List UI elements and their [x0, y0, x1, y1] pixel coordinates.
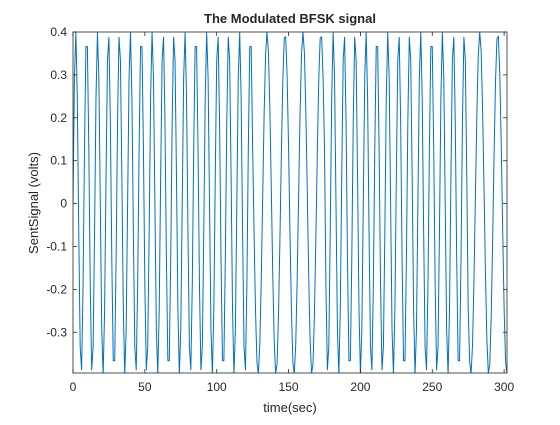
y-axis-label: SentSignal (volts): [26, 152, 41, 254]
y-tick-label: 0.4: [50, 25, 67, 39]
axes: 0 50 100 150 200 250 300 -0.3 -0.2 -0.1 0 0.1 0.2 0.3…: [46, 25, 514, 394]
y-tick-label: 0.1: [50, 154, 67, 168]
x-tick-label: 50: [138, 380, 152, 394]
y-tick-label: -0.2: [46, 282, 67, 296]
y-tick-label: -0.1: [46, 239, 67, 253]
y-tick-label: 0.3: [50, 68, 67, 82]
x-tick-label: 0: [70, 380, 77, 394]
plot-area: [73, 32, 507, 373]
x-tick-label: 100: [207, 380, 227, 394]
x-axis-label: time(sec): [263, 400, 316, 415]
x-tick-label: 200: [350, 380, 370, 394]
signal-line-0: [73, 32, 507, 373]
y-tick-label: 0: [60, 197, 67, 211]
axes-box: [72, 31, 508, 374]
y-tick-label: 0.2: [50, 111, 67, 125]
x-tick-label: 300: [494, 380, 514, 394]
y-tick-label: -0.3: [46, 325, 67, 339]
chart-title: The Modulated BFSK signal: [204, 11, 376, 26]
x-tick-label: 250: [422, 380, 442, 394]
x-tick-label: 150: [279, 380, 299, 394]
